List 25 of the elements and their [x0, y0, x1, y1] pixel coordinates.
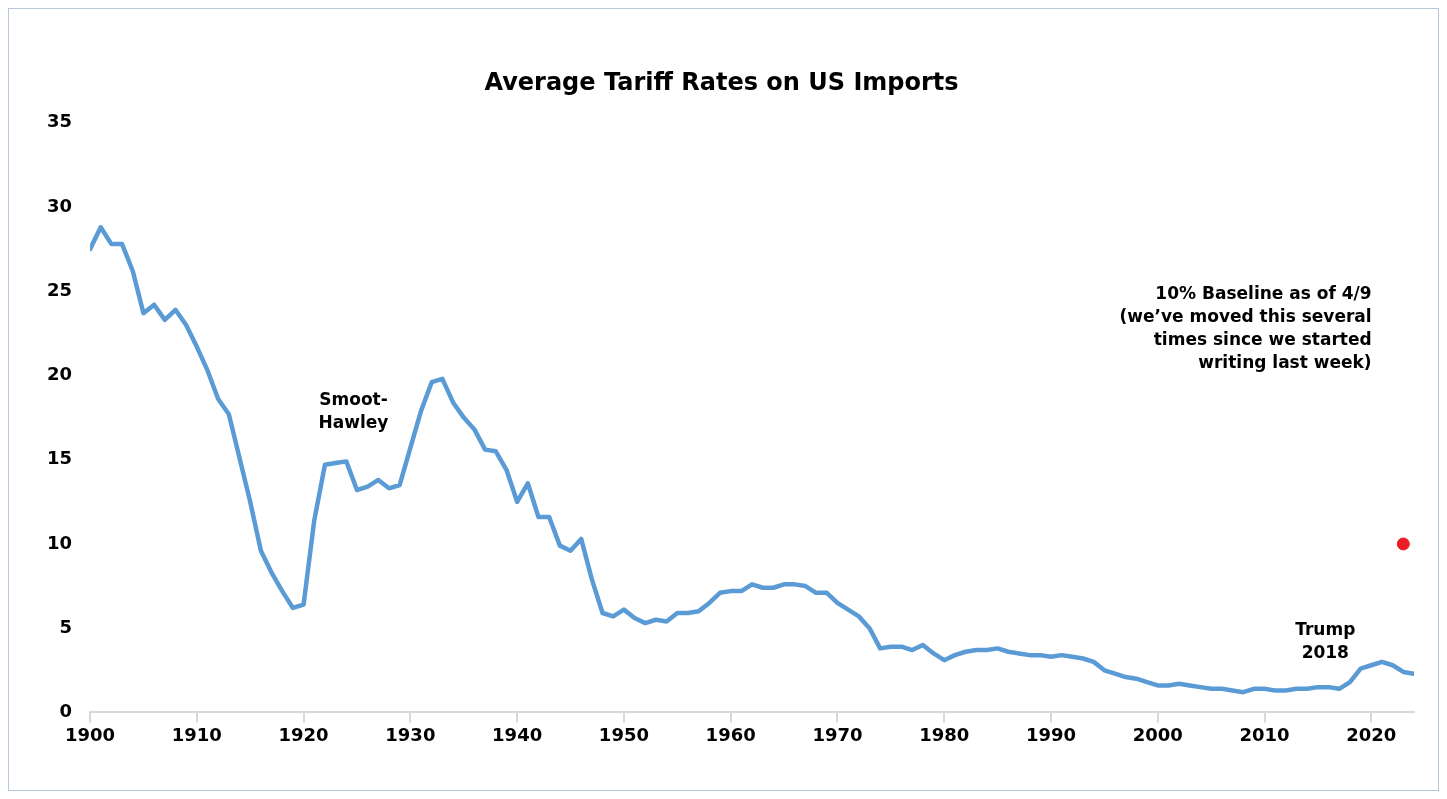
y-tick-label: 0	[59, 700, 73, 722]
y-tick-label: 15	[46, 447, 73, 469]
x-tick-label: 1950	[598, 723, 649, 745]
x-tick-label: 1920	[278, 723, 329, 745]
y-tick-label: 10	[46, 531, 73, 553]
x-tick-label: 1980	[919, 723, 970, 745]
annotation: 10% Baseline as of 4/9 (we’ve moved this several times since we started writing last week)	[1119, 283, 1372, 373]
x-tick-label: 1900	[64, 723, 116, 745]
x-tick-label: 1990	[1025, 723, 1077, 745]
x-tick-label: 2000	[1132, 723, 1183, 745]
annotation: Trump 2018	[1295, 618, 1356, 662]
x-tick-label: 1930	[385, 723, 436, 745]
y-tick-label: 30	[46, 194, 73, 216]
y-tick-label: 35	[46, 110, 73, 132]
x-tick-label: 2020	[1346, 723, 1397, 745]
x-tick-label: 1910	[171, 723, 222, 745]
y-tick-label: 5	[59, 615, 73, 637]
y-tick-label: 25	[46, 278, 73, 300]
x-tick-label: 1960	[705, 723, 756, 745]
x-tick-label: 1940	[492, 723, 543, 745]
annotation: Smoot- Hawley	[318, 388, 389, 432]
chart-title: Average Tariff Rates on US Imports	[484, 67, 959, 96]
x-tick-label: 2010	[1239, 723, 1290, 745]
y-tick-label: 20	[46, 363, 73, 385]
x-tick-label: 1970	[812, 723, 863, 745]
